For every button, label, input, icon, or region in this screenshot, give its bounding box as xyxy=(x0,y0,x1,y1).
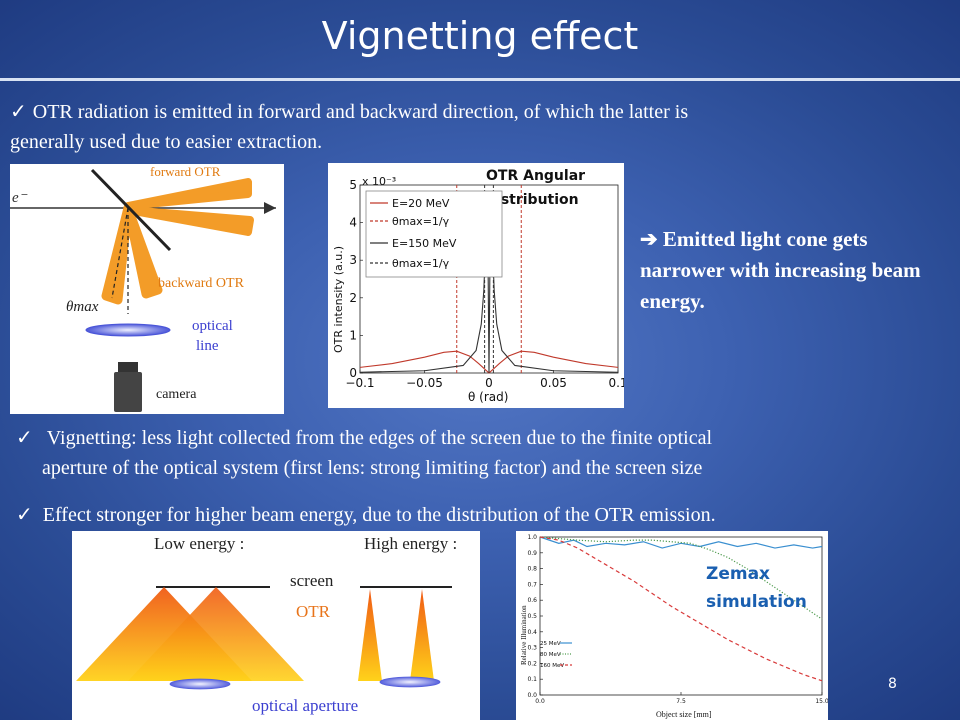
zemax-x-tick-label: 0.0 xyxy=(535,698,545,705)
electron-label: e⁻ xyxy=(12,190,28,206)
zemax-x-axis-label: Object size [mm] xyxy=(656,710,712,719)
camera-label: camera xyxy=(156,387,197,402)
forward-otr-label: forward OTR xyxy=(150,164,221,179)
theta-max-label: θmax xyxy=(66,299,99,315)
title-divider xyxy=(0,78,960,81)
theta-max-dashed xyxy=(111,207,129,299)
line-label: line xyxy=(196,338,219,354)
otr-geometry-diagram: e⁻ forward OTR backward OTR θmax optical… xyxy=(10,164,284,414)
angular-x-tick-label: 0 xyxy=(485,376,493,390)
optical-lens xyxy=(85,323,171,337)
legend-thetamax-black: θmax=1/γ xyxy=(392,257,450,270)
forward-lobe-lower xyxy=(124,206,254,236)
camera-lens-mount xyxy=(118,362,138,372)
energy-cone-diagram: Low energy : High energy : screen OTR op… xyxy=(72,531,480,720)
otr-screen xyxy=(90,168,172,252)
checkmark-icon: ✓ xyxy=(16,504,33,526)
backward-otr-label: backward OTR xyxy=(158,276,245,291)
backward-lobe-right xyxy=(123,203,163,299)
camera-icon xyxy=(114,372,142,412)
angular-x-tick-label: −0.1 xyxy=(345,376,374,390)
zemax-legend-80mev: 80 MeV xyxy=(540,652,561,658)
zemax-y-axis-label: Relative Illumination xyxy=(520,605,528,665)
angular-legend-box xyxy=(365,190,503,278)
bullet1-line2: generally used due to easier extraction. xyxy=(10,131,323,153)
zemax-y-tick-label: 0.3 xyxy=(527,645,537,652)
zemax-y-tick-label: 0.1 xyxy=(527,676,537,683)
bullet-effect-stronger: ✓ Effect stronger for higher beam energy,… xyxy=(16,500,956,530)
high-energy-aperture xyxy=(379,676,441,688)
zemax-x-tick-label: 7.5 xyxy=(676,698,686,705)
zemax-y-tick-label: 0.5 xyxy=(527,613,537,620)
angular-multiplier: x 10⁻³ xyxy=(362,175,396,188)
zemax-caption-line2: simulation xyxy=(706,592,807,612)
zemax-svg: Relative Illumination Object size [mm] 0… xyxy=(520,534,828,719)
low-energy-label: Low energy : xyxy=(154,534,244,553)
zemax-series-160-mev xyxy=(539,536,823,682)
otr-angular-svg: OTR Angular distribution x 10⁻³ OTR inte… xyxy=(332,168,624,404)
zemax-caption-line1: Zemax xyxy=(706,564,770,584)
zemax-y-tick-label: 1.0 xyxy=(527,534,537,541)
otr-geometry-svg: e⁻ forward OTR backward OTR θmax optical… xyxy=(10,164,276,412)
zemax-y-tick-label: 0.8 xyxy=(527,566,537,573)
zemax-y-tick-label: 0.2 xyxy=(527,660,537,667)
low-energy-aperture xyxy=(169,678,231,690)
high-energy-cone-left xyxy=(358,589,382,681)
zemax-legend-160mev: 160 MeV xyxy=(540,663,564,669)
otr-angular-chart: OTR Angular distribution x 10⁻³ OTR inte… xyxy=(328,163,624,408)
angular-y-tick-label: 0 xyxy=(349,366,357,380)
angular-y-tick-label: 5 xyxy=(349,178,357,192)
angular-caption-line1: OTR Angular xyxy=(486,168,585,184)
zemax-x-tick-label: 15.0 xyxy=(815,698,828,705)
zemax-y-tick-label: 0.4 xyxy=(527,629,537,636)
bullet2-line1: Vignetting: less light collected from th… xyxy=(46,427,713,449)
bullet-otr-radiation: ✓ OTR radiation is emitted in forward and… xyxy=(10,97,950,157)
zemax-y-tick-label: 0.7 xyxy=(527,581,537,588)
bullet1-line1: OTR radiation is emitted in forward and … xyxy=(32,101,689,123)
zemax-legend-25mev: 25 MeV xyxy=(540,641,561,647)
high-energy-label: High energy : xyxy=(364,534,457,553)
angular-y-tick-label: 2 xyxy=(349,291,357,305)
legend-20mev: E=20 MeV xyxy=(392,197,450,210)
angular-y-axis-label: OTR intensity (a.u.) xyxy=(332,246,345,353)
otr-label: OTR xyxy=(296,602,331,621)
checkmark-icon: ✓ xyxy=(10,101,27,123)
emphasis-statement: Emitted light cone gets narrower with in… xyxy=(640,227,921,313)
legend-150mev: E=150 MeV xyxy=(392,237,457,250)
zemax-plot-frame xyxy=(539,536,823,696)
angular-x-tick-label: 0.1 xyxy=(608,376,624,390)
zemax-y-tick-label: 0.0 xyxy=(527,692,537,699)
bullet2-line2: aperture of the optical system (first le… xyxy=(42,457,703,479)
angular-x-axis-label: θ (rad) xyxy=(468,390,508,404)
zemax-chart: Relative Illumination Object size [mm] 0… xyxy=(516,531,828,720)
backward-lobe-left xyxy=(101,203,133,305)
bullet3-text: Effect stronger for higher beam energy, … xyxy=(42,504,716,526)
angular-y-tick-label: 4 xyxy=(349,216,357,230)
forward-lobe-upper xyxy=(124,178,252,210)
energy-cone-svg: Low energy : High energy : screen OTR op… xyxy=(76,534,457,715)
zemax-y-tick-label: 0.6 xyxy=(527,597,537,604)
low-energy-cone-right xyxy=(128,587,304,681)
angular-x-tick-label: 0.05 xyxy=(540,376,567,390)
checkmark-icon: ✓ xyxy=(16,427,33,449)
arrow-right-icon: ➔ xyxy=(640,227,658,251)
angular-y-tick-label: 1 xyxy=(349,328,357,342)
bullet-vignetting: ✓ Vignetting: less light collected from t… xyxy=(16,423,946,483)
zemax-y-tick-label: 0.9 xyxy=(527,550,537,557)
optical-label: optical xyxy=(192,318,233,334)
high-energy-cone-right xyxy=(410,589,434,681)
angular-series-e-150-mev xyxy=(359,196,619,374)
angular-x-tick-label: −0.05 xyxy=(406,376,443,390)
angular-y-tick-label: 3 xyxy=(349,253,357,267)
screen-label: screen xyxy=(290,571,334,590)
emphasis-text: ➔ Emitted light cone gets narrower with … xyxy=(640,224,950,317)
page-number: 8 xyxy=(888,676,897,692)
zemax-series-25-mev xyxy=(539,536,823,549)
angular-caption-line2: distribution xyxy=(486,192,579,208)
legend-thetamax-red: θmax=1/γ xyxy=(392,215,450,228)
optical-aperture-label: optical aperture xyxy=(252,696,358,715)
slide-title: Vignetting effect xyxy=(321,14,639,58)
